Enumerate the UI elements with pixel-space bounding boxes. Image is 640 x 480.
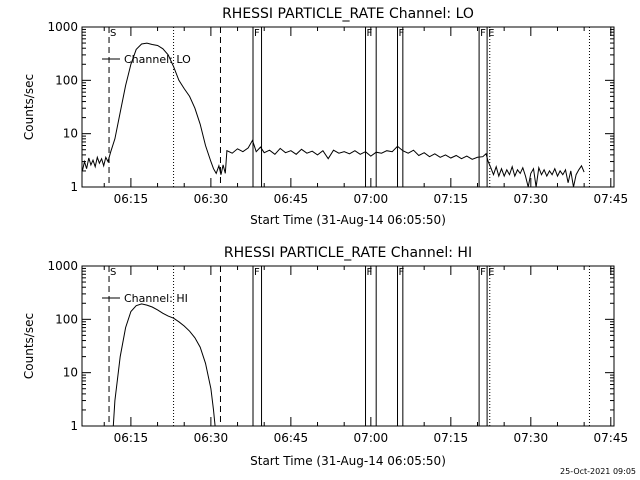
x-tick-label: 07:30 <box>514 192 549 206</box>
x-tick-label: 06:30 <box>194 192 229 206</box>
plot-frame <box>81 265 615 427</box>
y-axis-label: Counts/sec <box>22 313 36 379</box>
y-tick-label: 1000 <box>47 20 78 34</box>
flag-label: S <box>110 267 116 278</box>
y-tick-label: 10 <box>63 127 78 141</box>
footer-timestamp: 25-Oct-2021 09:05 <box>560 467 636 476</box>
x-tick-label: 07:15 <box>434 431 469 445</box>
x-tick-label: 07:00 <box>354 192 389 206</box>
y-axis-label: Counts/sec <box>22 74 36 140</box>
flag-label: S <box>110 28 116 39</box>
flag-label: E <box>488 267 494 278</box>
x-tick-label: 06:15 <box>114 431 149 445</box>
x-axis-label: Start Time (31-Aug-14 06:05:50) <box>250 213 446 227</box>
flag-label: F <box>399 28 405 39</box>
flag-label: F <box>480 28 486 39</box>
x-tick-label: 07:30 <box>514 431 549 445</box>
x-tick-label: 06:15 <box>114 192 149 206</box>
flag-label: F <box>367 28 373 39</box>
chart-title: RHESSI PARTICLE_RATE Channel: LO <box>222 6 474 22</box>
y-tick-label: 1 <box>70 419 78 433</box>
flag-label: F <box>254 267 260 278</box>
x-tick-label: 06:45 <box>274 431 309 445</box>
flag-label: F <box>254 28 260 39</box>
plot-frame <box>81 26 615 188</box>
series-line <box>81 42 585 188</box>
legend-label: Channel: LO <box>124 53 191 66</box>
y-tick-label: 1000 <box>47 259 78 273</box>
legend-label: Channel: HI <box>124 292 188 305</box>
y-tick-label: 10 <box>63 366 78 380</box>
x-tick-label: 07:45 <box>594 192 629 206</box>
series-line <box>112 303 216 427</box>
x-tick-label: 07:15 <box>434 192 469 206</box>
x-tick-label: 06:45 <box>274 192 309 206</box>
chart-title: RHESSI PARTICLE_RATE Channel: HI <box>224 245 472 261</box>
y-tick-label: 100 <box>55 73 78 87</box>
flag-label: E <box>488 28 494 39</box>
chart-panel-hi: RHESSI PARTICLE_RATE Channel: HI 1 10 100 10… <box>22 245 628 468</box>
y-tick-label: 1 <box>70 180 78 194</box>
flag-label: F <box>399 267 405 278</box>
chart-panel-lo: RHESSI PARTICLE_RATE Channel: LO 1 10 100 10… <box>22 6 628 227</box>
x-tick-label: 07:00 <box>354 431 389 445</box>
x-tick-label: 06:30 <box>194 431 229 445</box>
flag-label: F <box>367 267 373 278</box>
x-axis-label: Start Time (31-Aug-14 06:05:50) <box>250 454 446 468</box>
flag-label: F <box>480 267 486 278</box>
x-tick-label: 07:45 <box>594 431 629 445</box>
y-tick-label: 100 <box>55 312 78 326</box>
